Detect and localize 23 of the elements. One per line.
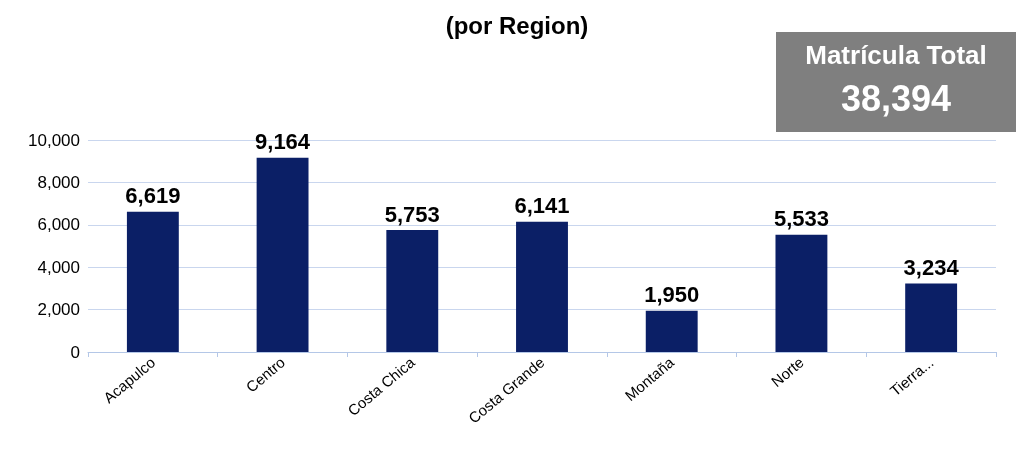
bar	[516, 221, 568, 352]
chart-title: (por Region)	[445, 11, 589, 39]
data-label: 6,141	[514, 193, 570, 219]
y-tick-label: 6,000	[37, 215, 80, 235]
data-label: 5,753	[384, 201, 440, 227]
bar	[126, 211, 179, 352]
bar	[256, 157, 309, 352]
data-label: 3,234	[903, 254, 960, 280]
text: Matrícula Total	[805, 40, 987, 70]
y-tick-label: 4,000	[37, 257, 80, 277]
data-label: 1,950	[644, 282, 700, 308]
bar	[775, 234, 828, 352]
data-label: 5,533	[773, 206, 829, 232]
y-tick-label: 8,000	[37, 172, 80, 192]
data-label: 6,619	[125, 183, 181, 209]
bar	[905, 283, 958, 352]
bar	[645, 310, 698, 352]
data-label: 9,164	[255, 129, 311, 155]
y-tick-label: 2,000	[37, 300, 80, 320]
bar	[386, 230, 439, 352]
text: 38,394	[840, 77, 952, 119]
y-tick-label: 10,000	[28, 130, 80, 150]
y-tick-label: 0	[70, 342, 80, 362]
